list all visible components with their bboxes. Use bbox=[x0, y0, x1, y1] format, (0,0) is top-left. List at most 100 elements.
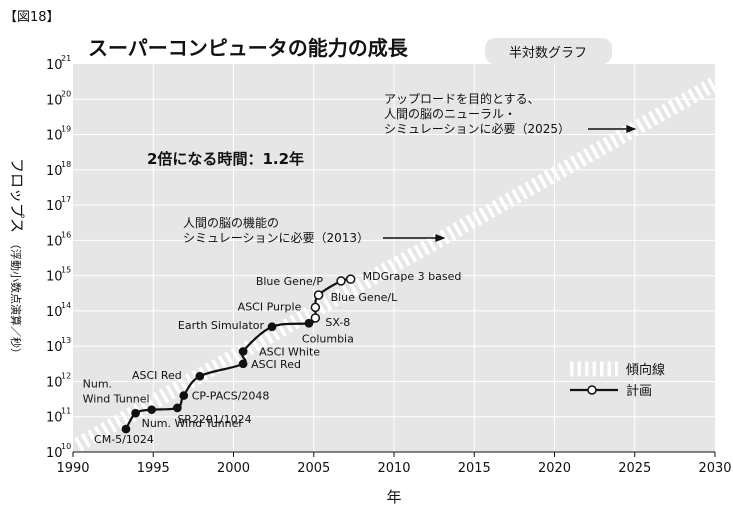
y-tick-base: 10 bbox=[46, 270, 63, 285]
y-tick-base: 10 bbox=[46, 93, 63, 108]
scale-badge: 半対数グラフ bbox=[509, 46, 587, 61]
point-label-extra: Num. bbox=[83, 378, 112, 391]
trend-line bbox=[74, 76, 719, 452]
point-label: Earth Simulator bbox=[178, 319, 265, 332]
y-tick-base: 10 bbox=[46, 199, 63, 214]
annotation-line: シミュレーションに必要（2025） bbox=[384, 122, 570, 136]
x-axis-label: 年 bbox=[386, 488, 401, 506]
point-label: CM-5/1024 bbox=[94, 433, 154, 446]
point-label: ASCI Purple bbox=[238, 300, 302, 313]
figure-label: 【図18】 bbox=[4, 10, 60, 25]
y-tick-exponent: 20 bbox=[61, 89, 71, 98]
point-label: ASCI White bbox=[259, 345, 320, 358]
point-label: CP-PACS/2048 bbox=[192, 390, 270, 403]
annotation-line: シミュレーションに必要（2013） bbox=[183, 231, 369, 245]
annotation-arrow-head bbox=[435, 234, 446, 242]
point-label: SR2201/1024 bbox=[177, 413, 251, 426]
x-axis-ticks: 1990 1995 2000 2005 2010 2015 2020 2025 2030 bbox=[56, 452, 732, 476]
point-label-extra: Wind Tunnel bbox=[83, 392, 150, 405]
y-tick-base: 10 bbox=[46, 340, 63, 355]
y-tick-exponent: 19 bbox=[61, 125, 71, 134]
y-axis-label-sub: （浮動小数点演算／秒） bbox=[9, 238, 23, 359]
y-axis-label-main: フロップス bbox=[8, 158, 26, 233]
y-tick-exponent: 17 bbox=[61, 195, 71, 204]
x-tick-label: 2000 bbox=[217, 461, 250, 476]
annotation-line: アップロードを目的とする、 bbox=[384, 91, 540, 106]
y-tick-exponent: 13 bbox=[61, 336, 71, 345]
point-label: SX-8 bbox=[325, 316, 350, 329]
x-tick-label: 2025 bbox=[618, 461, 651, 476]
point-label: Blue Gene/P bbox=[256, 275, 324, 288]
point-label: ASCI Red bbox=[251, 358, 301, 371]
x-tick-label: 2015 bbox=[458, 461, 491, 476]
data-point bbox=[336, 276, 346, 286]
data-point bbox=[147, 405, 156, 415]
y-tick-exponent: 15 bbox=[61, 266, 71, 275]
y-tick-exponent: 10 bbox=[61, 442, 71, 451]
x-tick-label: 2030 bbox=[698, 461, 731, 476]
legend-plan-marker bbox=[587, 385, 597, 395]
x-tick-label: 2020 bbox=[538, 461, 571, 476]
point-label: Columbia bbox=[302, 332, 354, 345]
data-point bbox=[304, 318, 314, 328]
y-tick-base: 10 bbox=[46, 305, 63, 320]
point-label: Blue Gene/L bbox=[331, 291, 399, 304]
point-label: Num. Wind Tunnel bbox=[142, 417, 242, 430]
data-point bbox=[172, 403, 182, 413]
data-points bbox=[121, 274, 356, 434]
y-tick-exponent: 14 bbox=[61, 301, 71, 310]
y-tick-exponent: 18 bbox=[61, 160, 71, 169]
annotation-line: 人間の脳の機能の bbox=[183, 215, 279, 230]
x-tick-label: 1995 bbox=[137, 461, 170, 476]
chart-title: スーパーコンピュータの能力の成長 bbox=[88, 36, 409, 60]
y-tick-base: 10 bbox=[46, 58, 63, 73]
y-axis-ticks: 1010101110121013101410151016101710181019… bbox=[46, 54, 71, 461]
data-point bbox=[310, 313, 321, 323]
legend: 傾向線 計画 bbox=[570, 361, 665, 399]
data-point bbox=[238, 359, 248, 369]
data-point bbox=[267, 322, 277, 332]
y-tick-base: 10 bbox=[46, 129, 63, 144]
legend-plan-label: 計画 bbox=[626, 383, 652, 399]
data-point bbox=[310, 302, 321, 313]
x-tick-label: 1990 bbox=[56, 461, 89, 476]
legend-trend-label: 傾向線 bbox=[626, 362, 665, 378]
y-tick-exponent: 11 bbox=[61, 407, 71, 416]
data-point bbox=[121, 424, 131, 434]
y-tick-base: 10 bbox=[46, 446, 63, 461]
x-tick-label: 2005 bbox=[297, 461, 330, 476]
annotation-arrow-head bbox=[626, 125, 637, 133]
data-point bbox=[313, 290, 324, 300]
doubling-time-text: 2倍になる時間：1.2年 bbox=[147, 150, 304, 168]
data-point bbox=[345, 274, 356, 284]
y-tick-base: 10 bbox=[46, 375, 63, 390]
y-axis-label: フロップス （浮動小数点演算／秒） bbox=[8, 158, 26, 359]
y-tick-base: 10 bbox=[46, 164, 63, 179]
scale-badge-bg bbox=[485, 38, 612, 64]
data-point bbox=[195, 371, 205, 381]
y-tick-base: 10 bbox=[46, 411, 63, 426]
data-point bbox=[131, 408, 140, 418]
point-label: MDGrape 3 based bbox=[363, 270, 462, 283]
y-tick-exponent: 21 bbox=[61, 54, 71, 63]
point-label: ASCI Red bbox=[132, 369, 182, 382]
y-tick-exponent: 16 bbox=[61, 230, 71, 239]
data-point bbox=[179, 391, 189, 400]
x-tick-label: 2010 bbox=[377, 461, 410, 476]
y-tick-base: 10 bbox=[46, 234, 63, 249]
